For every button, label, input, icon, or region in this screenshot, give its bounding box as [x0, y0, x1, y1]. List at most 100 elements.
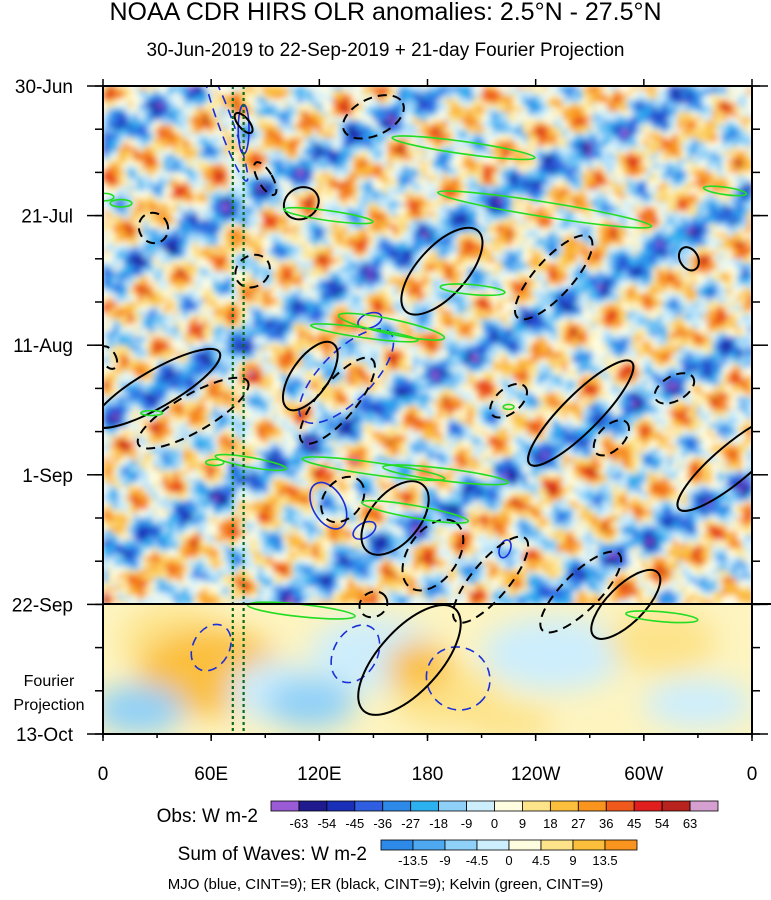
obs-colorbar-label-14: 63 — [683, 816, 697, 831]
kelvin-contour-1 — [437, 190, 653, 229]
obs-colorbar-box-7 — [466, 800, 495, 812]
axis-tick-labels: 0 60E 120E 180 120W 60W 0 30-Jun 21-Jul 11-Aug 1-S… — [12, 77, 758, 785]
er-contour-24 — [590, 568, 662, 640]
y-tick-label-0: 30-Jun — [15, 77, 73, 98]
kelvin-contour-9 — [214, 453, 288, 472]
obs-colorbar-label-9: 18 — [543, 816, 557, 831]
axis-ticks — [87, 79, 768, 741]
obs-colorbar-label-8: 9 — [519, 816, 526, 831]
obs-colorbar-label-0: -63 — [290, 816, 309, 831]
obs-colorbar-label-12: 45 — [627, 816, 641, 831]
kelvin-contour-5 — [439, 283, 506, 297]
waves-colorbar-box-0 — [380, 839, 414, 851]
x-tick-label-1: 60E — [194, 764, 228, 785]
waves-colorbar-label-4: 4.5 — [532, 853, 550, 868]
er-contour-10 — [103, 347, 222, 429]
chart-title: NOAA CDR HIRS OLR anomalies: 2.5°N - 27.… — [109, 0, 662, 26]
er-contour-26 — [357, 604, 462, 716]
obs-colorbar-box-8 — [494, 800, 523, 812]
obs-colorbar-box-1 — [298, 800, 328, 812]
x-tick-label-4: 120W — [511, 764, 561, 785]
obs-colorbar-label-13: 54 — [655, 816, 669, 831]
er-contour-13 — [281, 340, 339, 412]
er-contour-7 — [513, 234, 594, 321]
er-contour-0 — [341, 94, 405, 140]
obs-colorbar-box-6 — [438, 800, 467, 812]
er-contour-23 — [539, 550, 623, 634]
waves-colorbar-box-3 — [476, 839, 510, 851]
kelvin-contour-7 — [310, 323, 419, 343]
mjo-contour-0 — [202, 86, 249, 182]
er-contours — [103, 94, 752, 716]
y-tick-label-4: 22-Sep — [12, 595, 73, 616]
chart-subtitle: 30-Jun-2019 to 22-Sep-2019 + 21-day Four… — [146, 40, 625, 61]
kelvin-contour-12 — [360, 499, 469, 524]
kelvin-contour-2 — [282, 206, 374, 225]
kelvin-contour-15 — [625, 610, 699, 624]
x-tick-label-5: 60W — [624, 764, 663, 785]
olr-observation-field — [103, 86, 752, 604]
er-contour-6 — [400, 226, 484, 316]
y-tick-label-5: 13-Oct — [16, 725, 74, 746]
x-tick-label-0: 0 — [98, 764, 109, 785]
obs-colorbar-box-5 — [410, 800, 440, 812]
contour-legend: MJO (blue, CINT=9); ER (black, CINT=9); … — [167, 876, 604, 893]
waves-colorbar-box-1 — [412, 839, 446, 851]
obs-colorbar-label-7: 0 — [491, 816, 498, 831]
obs-colorbar-box-11 — [577, 800, 607, 812]
obs-colorbar-box-9 — [522, 800, 551, 812]
waves-colorbar-label-3: 0 — [505, 853, 512, 868]
waves-colorbar-box-2 — [444, 839, 478, 851]
waves-colorbar-label: Sum of Waves: W m-2 — [178, 844, 367, 865]
mjo-contour-6 — [498, 539, 512, 559]
y-tick-label-2: 11-Aug — [13, 336, 73, 357]
obs-colorbar-box-15 — [689, 800, 719, 812]
x-tick-label-2: 120E — [297, 764, 341, 785]
er-contour-22 — [452, 535, 530, 624]
kelvin-contour-11 — [382, 464, 509, 486]
waves-colorbar-box-6 — [572, 839, 606, 851]
kelvin-contour-17 — [140, 409, 164, 417]
projection-label-line1: Fourier — [24, 673, 75, 690]
obs-colorbar-label-5: -18 — [429, 816, 448, 831]
kelvin-contour-6 — [337, 312, 446, 341]
obs-colorbar-label-2: -45 — [345, 816, 364, 831]
obs-colorbar-box-10 — [549, 800, 579, 812]
obs-colorbar-box-12 — [605, 800, 635, 812]
obs-colorbar-label-1: -54 — [317, 816, 336, 831]
olr-projection-field — [103, 604, 752, 734]
er-contour-16 — [592, 419, 630, 457]
y-tick-label-3: 1-Sep — [22, 466, 73, 487]
obs-colorbar-label-10: 27 — [571, 816, 585, 831]
kelvin-contour-16 — [103, 192, 115, 202]
kelvin-contour-3 — [109, 198, 133, 208]
waves-colorbar-box-7 — [604, 839, 638, 851]
obs-colorbar-box-4 — [382, 800, 412, 812]
obs-colorbar-box-0 — [270, 800, 300, 812]
kelvin-contours — [103, 135, 748, 624]
waves-colorbar: -13.5 -9 -4.5 0 4.5 9 13.5 — [380, 839, 638, 868]
obs-colorbar-box-13 — [633, 800, 663, 812]
waves-colorbar-label-6: 13.5 — [592, 853, 617, 868]
waves-colorbar-label-5: 9 — [569, 853, 576, 868]
er-contour-15 — [527, 359, 635, 467]
kelvin-contour-10 — [301, 456, 446, 482]
er-contour-8 — [677, 246, 700, 272]
reference-longitude-lines — [231, 86, 245, 734]
er-contour-14 — [489, 382, 528, 419]
x-tick-label-6: 0 — [747, 764, 758, 785]
mjo-contour-4 — [357, 311, 383, 330]
obs-colorbar-label-4: -27 — [401, 816, 420, 831]
mjo-contour-3 — [309, 481, 348, 530]
er-contour-25 — [358, 590, 389, 619]
obs-colorbar-label-11: 36 — [599, 816, 613, 831]
mjo-contour-9 — [425, 646, 491, 711]
kelvin-contour-13 — [204, 458, 225, 467]
er-contour-9 — [103, 345, 119, 370]
obs-colorbar-label: Obs: W m-2 — [157, 806, 258, 827]
kelvin-contour-8 — [502, 403, 515, 411]
kelvin-contour-4 — [702, 185, 748, 197]
obs-colorbar-box-14 — [661, 800, 691, 812]
er-contour-4 — [137, 211, 170, 245]
